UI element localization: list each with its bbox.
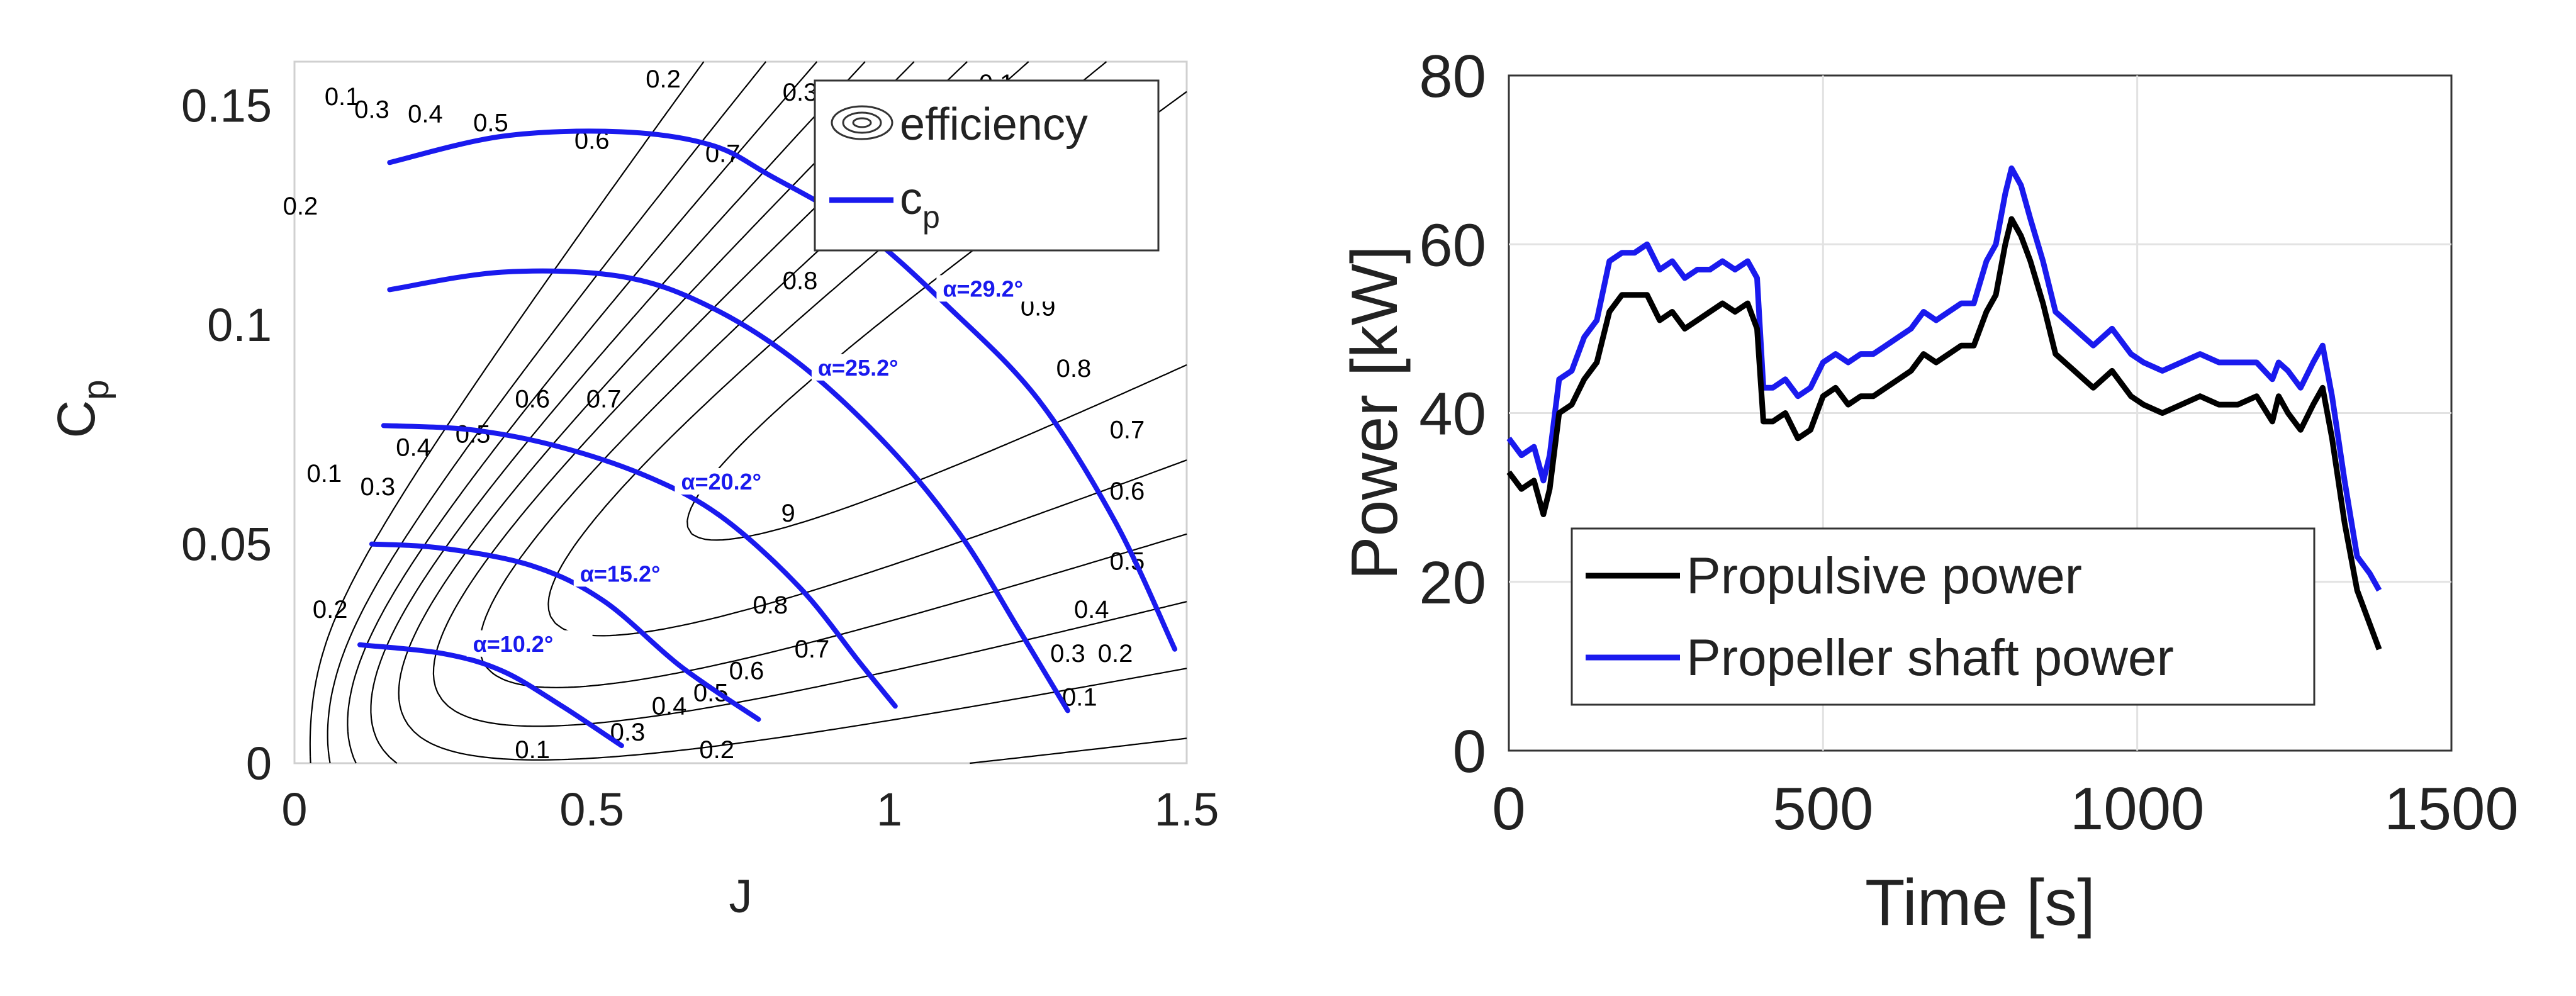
right-chart-power-time: 0 500 1000 1500 0 20 40 60 80 Time [s] Power [k… [1338, 43, 2519, 939]
contour-label: 0.5 [693, 680, 729, 707]
contour-label: 0.5 [456, 420, 491, 448]
pitch-label-background [573, 560, 700, 587]
pitch-label-background [936, 275, 1063, 302]
left-x-tick-label: 1.5 [1155, 783, 1219, 836]
left-y-axis-label-main: C [47, 400, 106, 439]
left-x-tick-label: 1 [876, 783, 902, 836]
right-x-axis-label: Time [s] [1865, 866, 2095, 939]
cp-curve-0 [357, 642, 624, 749]
right-x-tick-label: 1000 [2070, 775, 2205, 842]
left-chart-efficiency-map: 0.10.20.30.40.10.20.30.40.50.60.70.20.80… [47, 60, 1219, 922]
left-y-tick-label: 0.1 [207, 299, 272, 351]
contour-label: 0.7 [586, 386, 622, 413]
power-series [1506, 165, 2382, 651]
right-y-tick-label: 0 [1453, 718, 1486, 785]
left-x-axis-label: J [729, 870, 753, 922]
contour-label: 0.2 [313, 596, 348, 624]
contour-label: 9 [781, 500, 795, 527]
efficiency-contour-2 [347, 61, 818, 764]
right-y-tick-label: 40 [1419, 381, 1486, 448]
contour-label: 0.2 [283, 193, 318, 220]
contour-label: 0.4 [396, 434, 431, 461]
contour-label: 0.2 [1098, 640, 1133, 668]
legend-cp-sub: p [922, 199, 940, 235]
pitch-label-background [466, 630, 593, 657]
legend-shaft-label: Propeller shaft power [1686, 629, 2174, 686]
pitch-angle-label: α=20.2° [681, 469, 761, 495]
shaft-power-line [1506, 165, 2382, 592]
contour-label: 0.1 [306, 460, 342, 488]
right-y-tick-label: 60 [1419, 211, 1486, 279]
contour-label: 0.8 [1056, 355, 1092, 383]
left-x-tick-label: 0 [281, 783, 307, 836]
right-x-tick-label: 0 [1492, 775, 1525, 842]
contour-label: 0.6 [515, 386, 550, 413]
pitch-angle-label: α=25.2° [818, 355, 899, 381]
pitch-angle-label: α=10.2° [473, 631, 554, 657]
contour-label: 0.1 [515, 736, 550, 764]
right-y-tick-label: 20 [1419, 549, 1486, 617]
right-x-tick-label: 500 [1772, 775, 1873, 842]
contour-label: 0.8 [783, 267, 818, 294]
left-legend-box [814, 79, 1160, 252]
contour-label: 0.6 [1110, 478, 1145, 505]
contour-label: 0.5 [473, 109, 508, 137]
legend-cp-main: c [900, 174, 922, 224]
contour-legend-icon [831, 105, 893, 140]
right-x-tick-label: 1500 [2384, 775, 2519, 842]
right-y-axis-label: Power [kW] [1338, 245, 1411, 580]
right-legend: Propulsive power Propeller shaft power [1571, 527, 2316, 706]
legend-propulsive-label: Propulsive power [1686, 547, 2082, 605]
contour-label: 0.7 [1110, 416, 1145, 444]
contour-label: 0.2 [646, 65, 681, 93]
contour-label: 0.4 [408, 101, 443, 128]
contour-label: 0.3 [354, 96, 389, 124]
legend-cp-label: cp [900, 174, 940, 235]
efficiency-contour-5 [432, 61, 1187, 727]
pitch-angle-label: α=15.2° [580, 561, 661, 586]
left-y-tick-label: 0.05 [181, 518, 272, 571]
contour-label: 0.7 [795, 635, 830, 663]
contour-label: 0.4 [1074, 596, 1109, 624]
contour-label: 0.3 [783, 79, 818, 106]
efficiency-contour-labels: 0.10.20.30.40.10.20.30.40.50.60.70.20.80… [283, 65, 1145, 764]
pitch-label-background [811, 354, 938, 381]
left-x-tick-label: 0.5 [559, 783, 624, 836]
left-y-tick-label: 0.15 [181, 80, 272, 132]
contour-label: 0.3 [361, 473, 396, 501]
left-y-axis-label: Cp [47, 380, 116, 439]
right-legend-box [1571, 527, 2316, 706]
pitch-angle-label: α=29.2° [943, 276, 1023, 301]
left-y-ticks: 0 0.05 0.1 0.15 [181, 80, 272, 790]
cp-curve-3 [387, 268, 1070, 713]
contour-label: 0.4 [652, 692, 687, 720]
contour-label: 0.3 [1050, 640, 1085, 668]
left-legend: efficiency cp [814, 79, 1160, 252]
legend-efficiency-label: efficiency [900, 99, 1088, 150]
left-y-tick-label: 0 [246, 737, 272, 790]
contour-label: 0.6 [729, 657, 764, 685]
pitch-angle-labels: α=10.2° α=15.2° α=20.2° α=25.2° α=29.2° [466, 275, 1063, 657]
right-x-ticks: 0 500 1000 1500 [1492, 775, 2518, 842]
left-x-ticks: 0 0.5 1 1.5 [281, 783, 1219, 836]
right-y-ticks: 0 20 40 60 80 [1419, 43, 1486, 785]
propulsive-power-line [1506, 216, 2382, 651]
contour-label: 0.1 [325, 83, 360, 111]
pitch-label-background [675, 467, 801, 495]
contour-label: 0.8 [753, 591, 788, 619]
left-y-axis-label-sub: p [76, 380, 116, 400]
right-y-tick-label: 80 [1419, 43, 1486, 110]
contour-label: 0.2 [699, 736, 734, 764]
